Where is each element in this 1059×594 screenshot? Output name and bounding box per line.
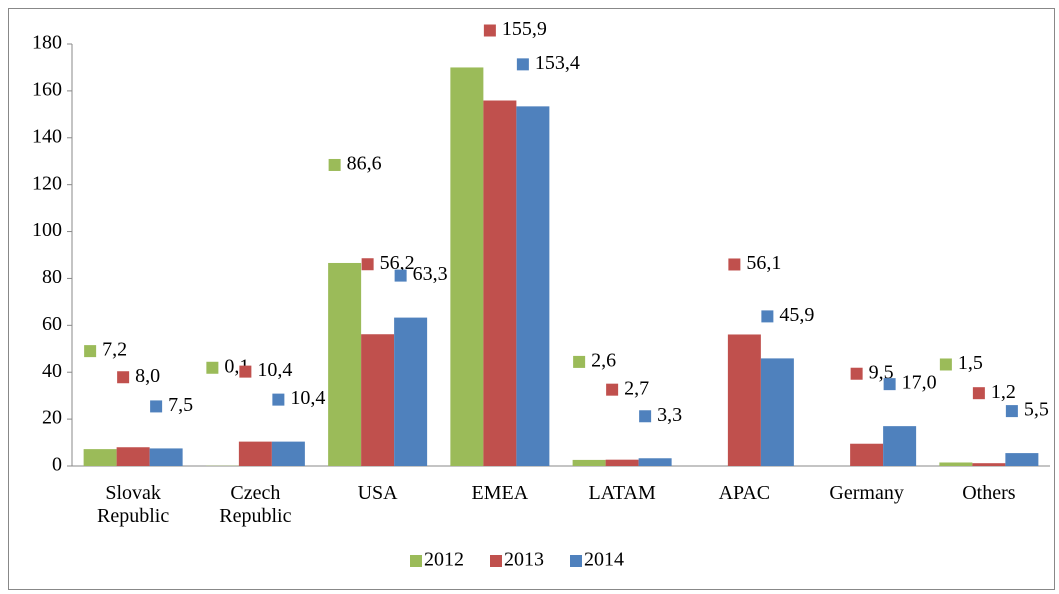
- x-tick-label: APAC: [718, 482, 771, 504]
- x-tick-label: Slovak Republic: [97, 482, 170, 527]
- label-marker: [272, 393, 285, 406]
- bar: [939, 462, 973, 466]
- chart-border: [8, 8, 1055, 590]
- label-marker: [328, 158, 341, 171]
- label-marker: [361, 258, 374, 271]
- legend-swatch: [570, 555, 582, 567]
- bar: [605, 459, 639, 466]
- y-tick-label: 80: [42, 266, 62, 288]
- label-marker: [761, 310, 774, 323]
- label-marker: [483, 24, 496, 37]
- bar: [450, 67, 484, 466]
- label-marker: [972, 387, 985, 400]
- bar: [328, 262, 362, 466]
- bar: [1005, 453, 1039, 466]
- label-marker: [150, 400, 163, 413]
- data-label: 3,3: [657, 404, 682, 426]
- bar: [116, 447, 150, 466]
- x-tick-label: EMEA: [471, 482, 529, 504]
- bar: [572, 459, 606, 466]
- data-label: 56,1: [746, 252, 781, 274]
- data-label: 2,6: [591, 349, 616, 371]
- label-marker: [206, 361, 219, 374]
- legend-swatch: [410, 555, 422, 567]
- data-label: 63,3: [413, 263, 448, 285]
- x-tick-label: Germany: [829, 482, 904, 504]
- data-label: 1,2: [991, 381, 1016, 403]
- label-marker: [573, 355, 586, 368]
- x-tick-label: LATAM: [588, 482, 656, 504]
- data-label: 10,4: [257, 359, 292, 381]
- x-tick-label: Czech Republic: [219, 482, 292, 527]
- bar: [516, 106, 550, 467]
- label-marker: [639, 410, 652, 423]
- label-marker: [939, 358, 952, 371]
- y-tick-label: 40: [42, 360, 62, 382]
- x-tick-label: Others: [962, 482, 1016, 504]
- bar: [638, 458, 672, 466]
- bar: [727, 334, 761, 466]
- bar: [361, 334, 395, 466]
- y-tick-label: 60: [42, 313, 62, 335]
- data-label: 9,5: [869, 361, 894, 383]
- data-label: 8,0: [135, 365, 160, 387]
- y-tick-label: 100: [32, 219, 62, 241]
- data-label: 1,5: [958, 352, 983, 374]
- y-tick-label: 180: [32, 32, 62, 54]
- data-label: 153,4: [535, 52, 580, 74]
- label-marker: [1005, 405, 1018, 418]
- label-marker: [850, 367, 863, 380]
- data-label: 86,6: [347, 153, 382, 175]
- bar: [271, 441, 305, 466]
- label-marker: [394, 269, 407, 282]
- label-marker: [883, 378, 896, 391]
- data-label: 45,9: [779, 304, 814, 326]
- y-tick-label: 120: [32, 172, 62, 194]
- bar: [483, 100, 517, 467]
- legend-label: 2014: [584, 549, 624, 571]
- label-marker: [117, 371, 130, 384]
- y-tick-label: 0: [52, 454, 62, 476]
- data-label: 155,9: [502, 18, 547, 40]
- label-marker: [606, 383, 619, 396]
- label-marker: [84, 345, 97, 358]
- data-label: 10,4: [290, 387, 325, 409]
- bar: [972, 463, 1006, 466]
- bar: [83, 449, 117, 466]
- bar: [850, 443, 884, 466]
- y-tick-label: 20: [42, 407, 62, 429]
- bar: [394, 317, 428, 466]
- label-marker: [516, 58, 529, 71]
- legend-swatch: [490, 555, 502, 567]
- data-label: 2,7: [624, 377, 649, 399]
- bar: [149, 448, 183, 466]
- y-tick-label: 160: [32, 78, 62, 100]
- data-label: 7,2: [102, 339, 127, 361]
- x-tick-label: USA: [357, 482, 398, 504]
- label-marker: [239, 365, 252, 378]
- legend-label: 2013: [504, 549, 544, 571]
- label-marker: [728, 258, 741, 271]
- data-label: 17,0: [902, 372, 937, 394]
- bar: [238, 441, 272, 466]
- bar: [760, 358, 794, 466]
- data-label: 7,5: [168, 394, 193, 416]
- y-tick-label: 140: [32, 125, 62, 147]
- data-label: 56,2: [380, 252, 415, 274]
- bar: [883, 426, 917, 466]
- legend-label: 2012: [424, 549, 464, 571]
- data-label: 5,5: [1024, 399, 1049, 421]
